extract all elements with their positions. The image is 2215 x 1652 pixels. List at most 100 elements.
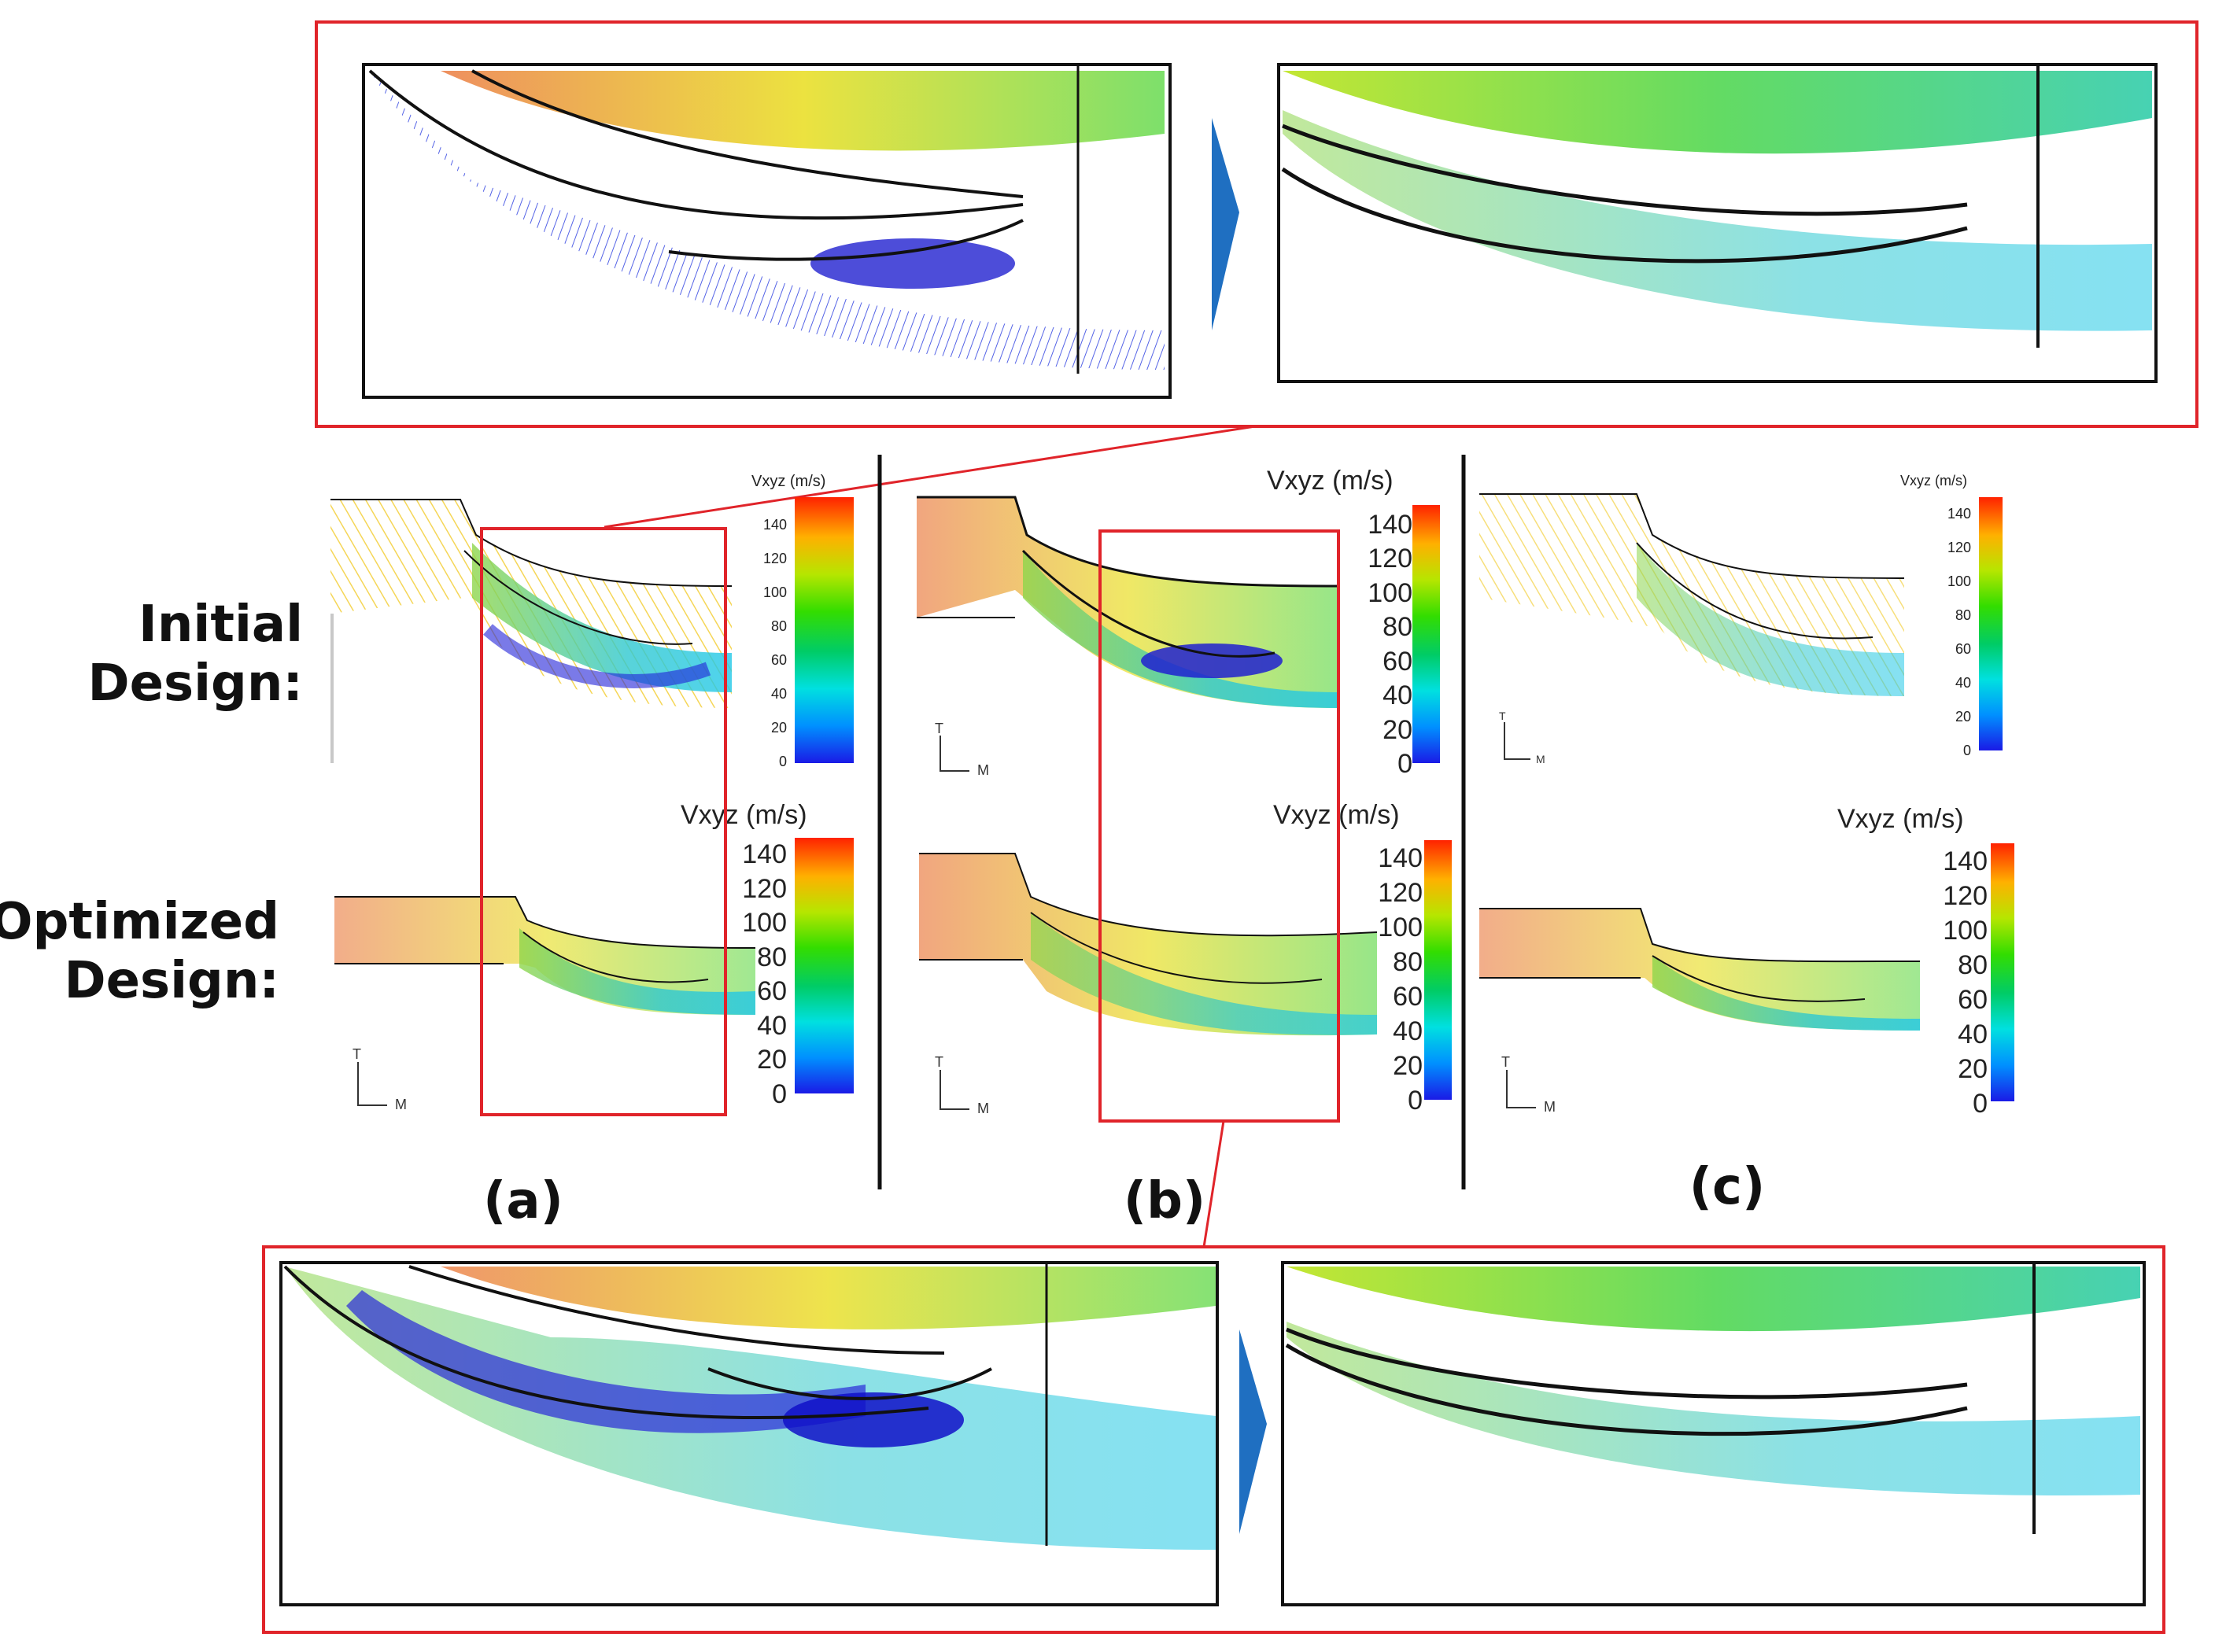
colorbar-title-b-initial: Vxyz (m/s) [1267, 466, 1394, 496]
tick-b-i-5: 100 [1368, 578, 1412, 608]
tick-c-i-0: 0 [1963, 743, 1971, 758]
tick-b-o-0: 0 [1408, 1086, 1423, 1115]
row-label-optimized-2: Design: [64, 952, 279, 1010]
tick-c-i-4: 80 [1955, 607, 1971, 623]
colorbar-b-initial [1412, 505, 1440, 763]
tick-c-i-3: 60 [1955, 641, 1971, 657]
zoom-bottom-optimized [1281, 1261, 2146, 1606]
plot-b-initial [917, 496, 1338, 708]
row-label-optimized-1: Optimized [0, 893, 279, 951]
zoom-bottom-initial [279, 1261, 1219, 1606]
tick-c-o-5: 100 [1943, 916, 1988, 946]
colorbar-c-initial [1979, 497, 2003, 750]
tick-c-i-7: 140 [1947, 506, 1971, 522]
tick-b-i-6: 120 [1368, 544, 1412, 573]
ticks-b-initial: 0 20 40 60 80 100 120 140 [1368, 510, 1412, 779]
plot-c-optimized [1479, 908, 1921, 1031]
colorbar-a-initial [795, 497, 854, 763]
tick-a-i-7: 140 [763, 517, 787, 533]
tick-b-o-6: 120 [1378, 878, 1423, 908]
arrow-icon [1212, 118, 1239, 330]
tick-a-i-5: 100 [763, 584, 787, 600]
tick-a-i-4: 80 [771, 618, 787, 634]
panel-label-a: (a) [483, 1172, 563, 1230]
axis-letter-m: M [977, 762, 989, 778]
colorbar-title-c-initial: Vxyz (m/s) [1900, 473, 1967, 489]
tick-b-o-1: 20 [1393, 1051, 1423, 1081]
zoom-box-top [315, 20, 2198, 428]
colorbar-title-b-optimized: Vxyz (m/s) [1273, 800, 1400, 830]
plot-a-initial [330, 499, 733, 763]
zoom-box-top-frame [315, 20, 2198, 428]
zoom-connector-top [604, 425, 1256, 529]
row-label-initial-2: Design: [87, 655, 303, 713]
tick-b-i-0: 0 [1397, 749, 1412, 779]
tick-b-o-2: 40 [1393, 1016, 1423, 1046]
axis-letter-t: T [935, 1054, 943, 1070]
axis-letter-t: T [935, 721, 943, 736]
axis-letter-t: T [353, 1046, 361, 1062]
tick-a-o-6: 120 [742, 874, 787, 904]
row-label-initial-1: Initial [138, 596, 303, 654]
tick-c-o-0: 0 [1973, 1089, 1988, 1119]
tick-a-i-1: 20 [771, 720, 787, 736]
plot-a-optimized [334, 896, 756, 1015]
tick-a-o-2: 40 [757, 1011, 787, 1041]
zoom-box-bottom [262, 1245, 2165, 1634]
tick-c-o-1: 20 [1958, 1054, 1988, 1084]
tick-a-o-7: 140 [742, 839, 787, 869]
tick-c-i-5: 100 [1947, 573, 1971, 589]
highlight-box-b [1098, 529, 1340, 1123]
plot-c-initial [1479, 493, 1905, 696]
tick-b-i-1: 20 [1383, 715, 1412, 745]
colorbar-c-optimized [1991, 843, 2014, 1101]
colorbar-title-a-initial: Vxyz (m/s) [751, 473, 825, 490]
axis-letter-m: M [977, 1101, 989, 1116]
ticks-b-optimized: 0 20 40 60 80 100 120 140 [1378, 843, 1423, 1115]
tick-a-o-5: 100 [742, 908, 787, 938]
plot-b-optimized [919, 853, 1378, 1036]
ticks-c-initial: 0 20 40 60 80 100 120 140 [1947, 506, 1971, 758]
axis-triad-c-optimized: T M [1501, 1054, 1556, 1115]
zoom-top-optimized [1277, 63, 2158, 383]
axis-letter-t: T [1499, 710, 1506, 722]
axis-triad-b-initial: T M [935, 721, 989, 778]
tick-c-i-6: 120 [1947, 540, 1971, 555]
tick-b-o-3: 60 [1393, 982, 1423, 1012]
panel-label-c: (c) [1689, 1158, 1765, 1216]
ticks-a-initial: 0 20 40 60 80 100 120 140 [763, 517, 787, 769]
tick-c-i-2: 40 [1955, 675, 1971, 691]
tick-a-o-3: 60 [757, 976, 787, 1006]
ticks-a-optimized: 0 20 40 60 80 100 120 140 [742, 839, 787, 1109]
tick-a-i-0: 0 [779, 754, 787, 769]
colorbar-title-a-optimized: Vxyz (m/s) [681, 800, 807, 830]
tick-b-i-7: 140 [1368, 510, 1412, 540]
axis-letter-m: M [1536, 753, 1545, 765]
tick-a-o-4: 80 [757, 942, 787, 972]
tick-c-o-2: 40 [1958, 1020, 1988, 1049]
highlight-box-a [480, 527, 727, 1116]
tick-c-o-7: 140 [1943, 846, 1988, 876]
tick-a-o-0: 0 [772, 1079, 787, 1109]
tick-b-o-5: 100 [1378, 913, 1423, 942]
axis-triad-c-initial: T M [1499, 710, 1545, 765]
zoom-connector-bottom [1202, 1120, 1225, 1248]
axis-letter-m: M [1544, 1099, 1556, 1115]
axis-triad-a: T M [353, 1046, 407, 1112]
colorbar-a-optimized [795, 838, 854, 1093]
colorbar-title-c-optimized: Vxyz (m/s) [1837, 804, 1964, 834]
tick-c-o-3: 60 [1958, 985, 1988, 1015]
tick-b-i-2: 40 [1383, 680, 1412, 710]
tick-c-i-1: 20 [1955, 709, 1971, 725]
tick-c-o-6: 120 [1943, 881, 1988, 911]
tick-c-o-4: 80 [1958, 950, 1988, 980]
tick-b-i-4: 80 [1383, 612, 1412, 642]
colorbar-b-optimized [1424, 840, 1452, 1100]
axis-triad-b-optimized: T M [935, 1054, 989, 1116]
tick-b-o-7: 140 [1378, 843, 1423, 873]
axis-letter-t: T [1501, 1054, 1510, 1070]
tick-b-o-4: 80 [1393, 947, 1423, 977]
tick-b-i-3: 60 [1383, 647, 1412, 677]
zoom-box-bottom-frame [262, 1245, 2165, 1634]
